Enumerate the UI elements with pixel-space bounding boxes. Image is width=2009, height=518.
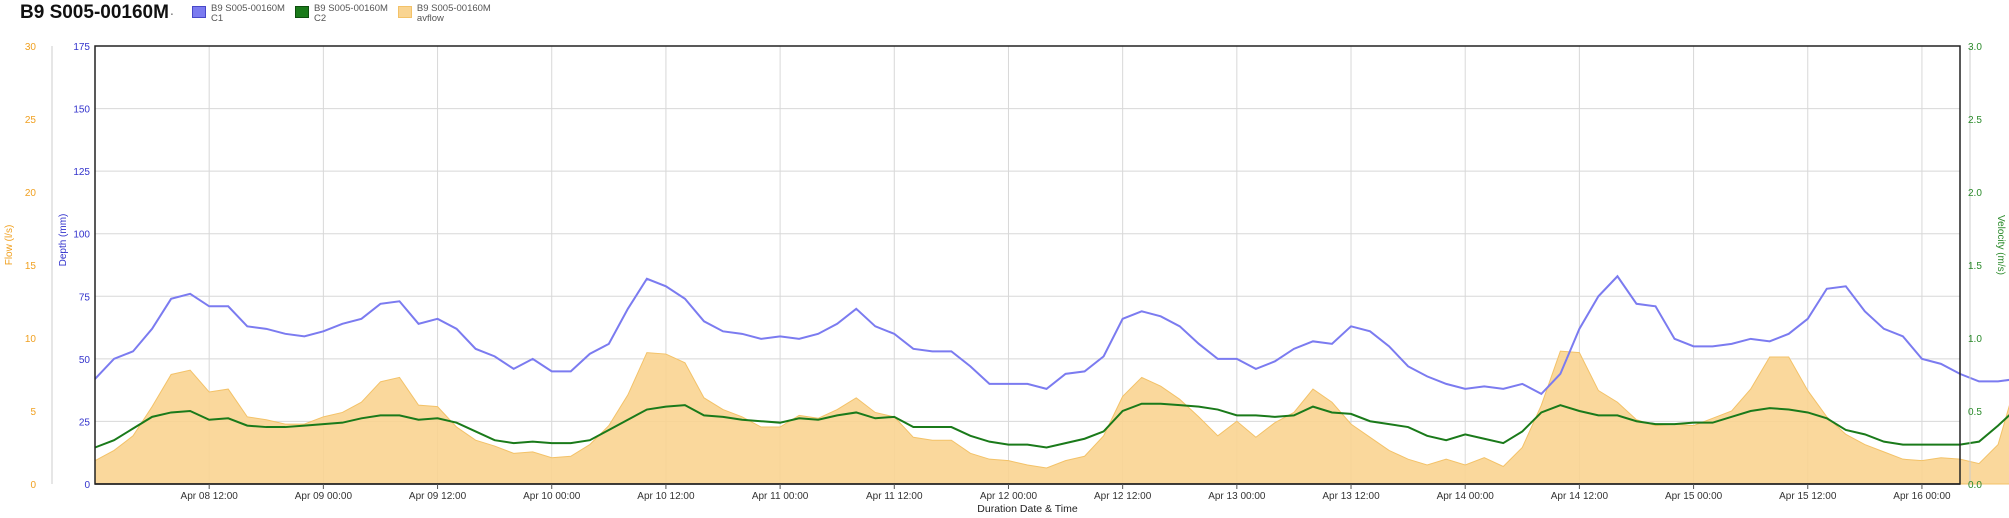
- velocity-tick-label: 1.5: [1968, 261, 1982, 272]
- depth-tick-label: 175: [73, 42, 90, 53]
- chart-menu-icon[interactable]: .: [170, 4, 174, 18]
- series-c1-line: [94, 274, 2009, 396]
- depth-tick-label: 100: [73, 230, 90, 241]
- flow-tick-label: 20: [25, 188, 37, 199]
- flow-tick-label: 25: [25, 115, 37, 126]
- x-tick-label: Apr 16 00:00: [1893, 491, 1951, 502]
- velocity-tick-label: 1.0: [1968, 334, 1982, 345]
- flow-tick-label: 15: [25, 261, 37, 272]
- depth-tick-label: 0: [84, 480, 90, 491]
- depth-tick-label: 50: [79, 355, 91, 366]
- legend-c2-line1: B9 S005-00160M: [313, 3, 388, 14]
- legend: B9 S005-00160M C1 B9 S005-00160M C2 B9 S…: [192, 4, 491, 24]
- x-tick-label: Apr 09 00:00: [295, 491, 353, 502]
- legend-item-avflow[interactable]: B9 S005-00160M avflow: [397, 4, 491, 24]
- x-tick-label: Apr 09 12:00: [409, 491, 467, 502]
- depth-axis-title: Depth (mm): [58, 214, 69, 267]
- x-tick-label: Apr 08 12:00: [181, 491, 239, 502]
- x-tick-label: Apr 13 12:00: [1322, 491, 1380, 502]
- legend-swatch-avflow: [397, 6, 412, 18]
- x-tick-label: Apr 14 12:00: [1551, 491, 1609, 502]
- x-tick-label: Apr 14 00:00: [1437, 491, 1495, 502]
- velocity-tick-label: 0.5: [1968, 407, 1982, 418]
- legend-avflow-line2: avflow: [416, 13, 444, 24]
- legend-c1-line1: B9 S005-00160M: [211, 3, 285, 14]
- x-tick-label: Apr 11 00:00: [752, 491, 809, 502]
- velocity-tick-label: 2.0: [1968, 188, 1982, 199]
- x-tick-label: Apr 10 00:00: [523, 491, 581, 502]
- legend-c2-line2: C2: [313, 13, 327, 24]
- legend-swatch-c2: [294, 6, 309, 18]
- velocity-tick-label: 0.0: [1968, 480, 1982, 491]
- x-tick-label: Apr 15 00:00: [1665, 491, 1723, 502]
- legend-label-avflow: B9 S005-00160M avflow: [417, 4, 491, 24]
- legend-label-c2: B9 S005-00160M C2: [314, 4, 388, 24]
- depth-tick-label: 125: [73, 167, 90, 178]
- legend-item-c1[interactable]: B9 S005-00160M C1: [192, 4, 285, 24]
- legend-label-c1: B9 S005-00160M C1: [211, 4, 285, 24]
- flow-axis-title: Flow (l/s): [4, 225, 15, 266]
- velocity-tick-label: 2.5: [1968, 115, 1982, 126]
- velocity-axis-title: Velocity (m/s): [1995, 215, 2006, 275]
- depth-tick-label: 150: [73, 105, 90, 116]
- x-tick-label: Apr 15 12:00: [1779, 491, 1837, 502]
- flow-tick-label: 30: [25, 42, 37, 53]
- legend-swatch-c1: [192, 6, 206, 18]
- x-tick-label: Apr 13 00:00: [1208, 491, 1266, 502]
- depth-tick-label: 25: [79, 417, 91, 428]
- legend-item-c2[interactable]: B9 S005-00160M C2: [294, 4, 388, 24]
- x-tick-label: Apr 11 12:00: [866, 491, 923, 502]
- page-title: B9 S005-00160M: [20, 2, 169, 23]
- series-avflow-area: [94, 350, 2009, 485]
- velocity-tick-label: 3.0: [1968, 42, 1982, 53]
- series-c2-line: [94, 402, 2009, 449]
- flow-tick-label: 10: [25, 334, 37, 345]
- flow-tick-label: 5: [30, 407, 36, 418]
- flow-tick-label: 0: [30, 480, 36, 491]
- x-tick-label: Apr 12 12:00: [1094, 491, 1152, 502]
- x-axis-title: Duration Date & Time: [977, 503, 1078, 515]
- x-tick-label: Apr 12 00:00: [980, 491, 1038, 502]
- legend-c1-line2: C1: [211, 13, 224, 24]
- x-tick-label: Apr 10 12:00: [637, 491, 695, 502]
- legend-avflow-line1: B9 S005-00160M: [416, 3, 491, 14]
- depth-tick-label: 75: [79, 292, 91, 303]
